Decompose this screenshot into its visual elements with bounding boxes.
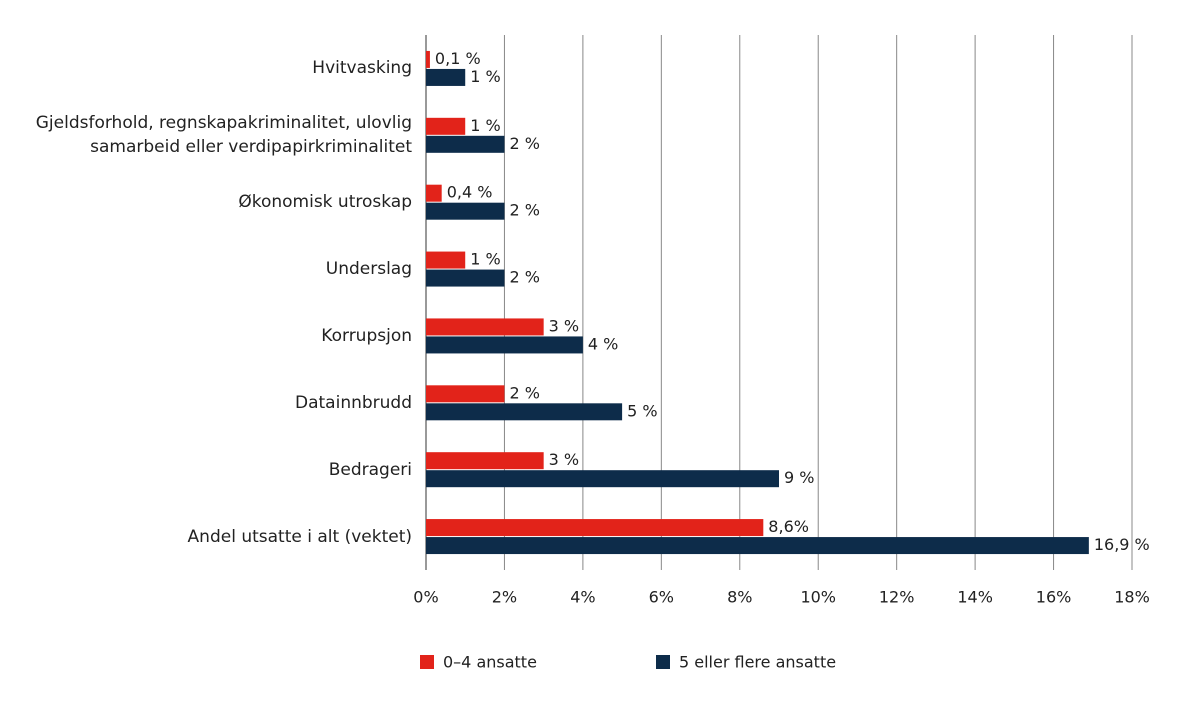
bar xyxy=(426,202,505,220)
legend-swatch xyxy=(420,655,434,669)
x-tick-label: 8% xyxy=(727,588,752,607)
category-label: Andel utsatte i alt (vektet) xyxy=(187,526,412,547)
value-label: 1 % xyxy=(470,250,500,269)
value-label: 9 % xyxy=(784,468,814,487)
value-label: 16,9 % xyxy=(1094,535,1150,554)
value-label: 3 % xyxy=(549,316,579,335)
bar xyxy=(426,537,1089,555)
x-tick-label: 10% xyxy=(800,588,836,607)
x-tick-label: 12% xyxy=(879,588,915,607)
value-label: 5 % xyxy=(627,401,657,420)
value-label: 4 % xyxy=(588,334,618,353)
category-label: Korrupsjon xyxy=(321,325,412,346)
bar xyxy=(426,519,764,537)
value-label: 2 % xyxy=(509,383,539,402)
bar xyxy=(426,251,466,269)
category-label: Bedrageri xyxy=(328,459,412,480)
legend-swatch xyxy=(656,655,670,669)
value-label: 0,4 % xyxy=(447,183,493,202)
bar xyxy=(426,50,430,68)
bar xyxy=(426,184,442,202)
legend-label: 5 eller flere ansatte xyxy=(679,653,836,672)
x-tick-label: 6% xyxy=(649,588,674,607)
bar xyxy=(426,470,779,488)
bar xyxy=(426,452,544,470)
bar xyxy=(426,385,505,403)
category-label: Gjeldsforhold, regnskapakriminalitet, ul… xyxy=(35,113,412,158)
value-label: 8,6% xyxy=(768,517,809,536)
category-label: Underslag xyxy=(325,259,412,280)
bar xyxy=(426,269,505,287)
value-label: 1 % xyxy=(470,116,500,135)
legend-label: 0–4 ansatte xyxy=(443,653,537,672)
bar xyxy=(426,135,505,153)
bar xyxy=(426,318,544,336)
value-label: 2 % xyxy=(509,134,539,153)
bar xyxy=(426,403,623,421)
value-label: 3 % xyxy=(549,450,579,469)
bar xyxy=(426,68,466,86)
x-tick-label: 0% xyxy=(413,588,438,607)
x-tick-label: 18% xyxy=(1114,588,1150,607)
bar xyxy=(426,336,583,354)
value-label: 2 % xyxy=(509,201,539,220)
category-label: Hvitvasking xyxy=(312,58,412,79)
value-label: 1 % xyxy=(470,67,500,86)
value-label: 2 % xyxy=(509,268,539,287)
bar xyxy=(426,117,466,135)
category-label: Datainnbrudd xyxy=(295,392,412,413)
x-tick-label: 2% xyxy=(492,588,517,607)
value-label: 0,1 % xyxy=(435,49,481,68)
x-tick-label: 16% xyxy=(1036,588,1072,607)
x-tick-label: 4% xyxy=(570,588,595,607)
category-label: Økonomisk utroskap xyxy=(238,192,412,213)
x-tick-label: 14% xyxy=(957,588,993,607)
